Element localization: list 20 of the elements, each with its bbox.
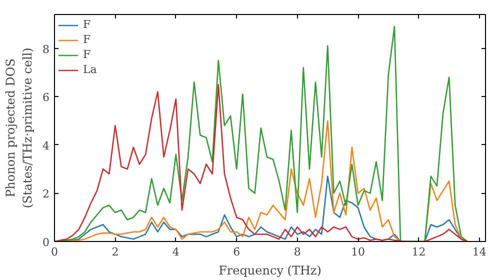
x-tick-label: 2: [112, 246, 119, 258]
x-tick-label: 0: [51, 246, 58, 258]
x-tick-label: 12: [412, 246, 426, 258]
y-tick-label: 4: [42, 139, 50, 152]
legend-label: La: [83, 63, 98, 76]
legend-label: F: [83, 18, 92, 31]
y-tick-label: 6: [42, 91, 50, 104]
legend-label: F: [83, 33, 92, 46]
x-axis-title: Frequency (THz): [218, 264, 322, 278]
y-tick-label: 0: [42, 236, 50, 249]
line-series: [54, 84, 468, 242]
x-tick-label: 14: [472, 246, 486, 258]
y-tick-label: 8: [42, 42, 50, 56]
legend-label: F: [83, 48, 92, 61]
x-tick-label: 6: [233, 246, 240, 258]
x-tick-label: 10: [351, 246, 366, 258]
x-tick-label: 4: [172, 246, 180, 258]
y-axis-title: Phonon projected DOS (States/THz·primitive cell): [4, 48, 34, 208]
x-tick-label: 8: [294, 246, 301, 258]
y-tick-label: 2: [42, 188, 50, 201]
